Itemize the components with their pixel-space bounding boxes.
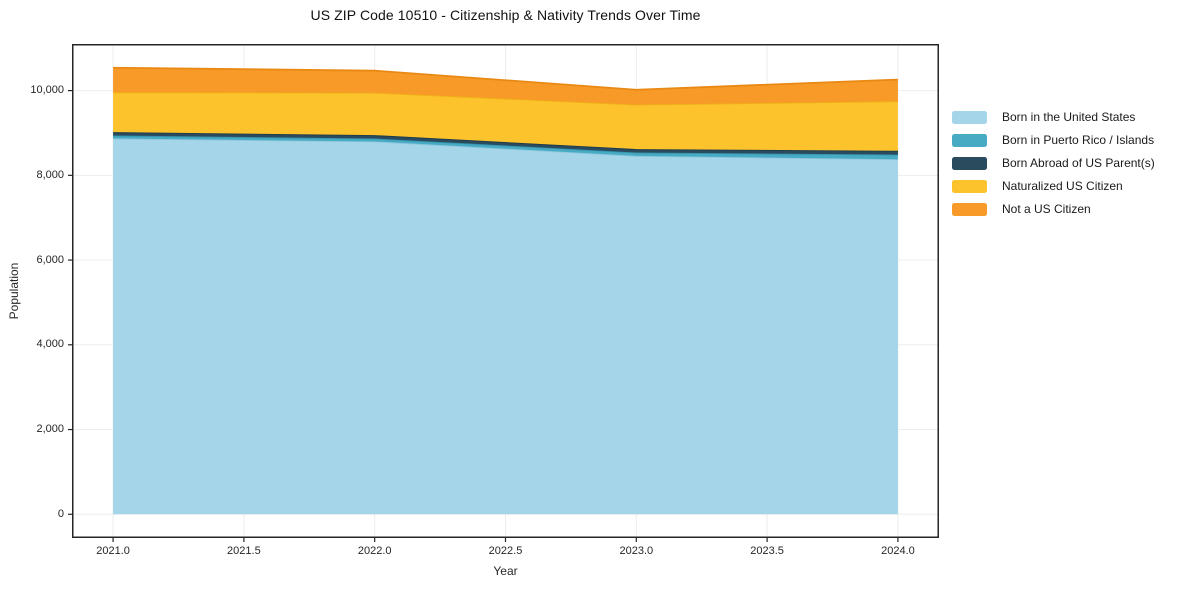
y-tick-label: 2,000 — [36, 423, 64, 436]
legend-item-born-in-the-united-states: Born in the United States — [952, 110, 1155, 124]
plot-area — [68, 44, 939, 542]
y-axis-label: Population — [7, 262, 21, 320]
legend-item-born-abroad-of-us-parent-s: Born Abroad of US Parent(s) — [952, 156, 1155, 170]
area-born-abroad-of-us-parent-s — [113, 132, 898, 155]
legend-swatch — [952, 110, 987, 124]
legend-label: Born in the United States — [1002, 110, 1136, 124]
legend-swatch — [952, 202, 987, 216]
area-born-in-the-united-states — [113, 138, 898, 515]
x-tick-label: 2023.5 — [750, 545, 784, 557]
x-tick-label: 2021.0 — [96, 545, 130, 557]
legend-swatch — [952, 179, 987, 193]
x-tick-label: 2023.0 — [619, 545, 654, 557]
legend-item-born-in-puerto-rico-islands: Born in Puerto Rico / Islands — [952, 133, 1155, 147]
legend: Born in the United States Born in Puerto … — [952, 110, 1155, 216]
x-tick-label: 2021.5 — [227, 545, 261, 557]
legend-swatch — [952, 133, 987, 147]
y-tick-label: 6,000 — [36, 253, 64, 266]
y-tick-label: 4,000 — [36, 338, 64, 351]
y-tick-label: 8,000 — [36, 168, 64, 181]
legend-label: Not a US Citizen — [1002, 202, 1091, 216]
x-tick-label: 2022.0 — [357, 545, 392, 557]
x-tick-label: 2024.0 — [881, 545, 915, 557]
area-edge-not-a-us-citizen — [113, 66, 898, 91]
legend-item-naturalized-us-citizen: Naturalized US Citizen — [952, 179, 1155, 193]
chart-title: US ZIP Code 10510 - Citizenship & Nativi… — [310, 7, 701, 23]
plot-spines — [72, 44, 939, 538]
legend-label: Naturalized US Citizen — [1002, 179, 1123, 193]
legend-swatch — [952, 156, 987, 170]
legend-item-not-a-us-citizen: Not a US Citizen — [952, 202, 1155, 216]
area-not-a-us-citizen — [113, 67, 898, 105]
area-naturalized-us-citizen — [113, 92, 898, 151]
y-tick-label: 10,000 — [30, 84, 64, 97]
x-axis-label: Year — [493, 564, 518, 578]
x-tick-label: 2022.5 — [488, 545, 523, 557]
plot-canvas — [68, 44, 939, 542]
y-tick-label: 0 — [57, 507, 64, 520]
legend-label: Born Abroad of US Parent(s) — [1002, 156, 1155, 170]
legend-label: Born in Puerto Rico / Islands — [1002, 133, 1155, 147]
